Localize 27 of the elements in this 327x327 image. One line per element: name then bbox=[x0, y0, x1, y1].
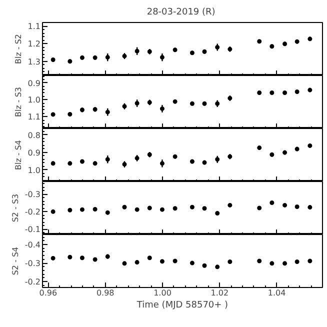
y-axis-title: Blz - S3 bbox=[14, 86, 23, 118]
y-tick-label: 1.0 bbox=[28, 96, 41, 105]
x-tick-label: 0.98 bbox=[96, 288, 114, 298]
y-tick-label: -0.3 bbox=[24, 190, 40, 200]
y-tick-label: 0.9 bbox=[28, 148, 41, 158]
x-tick-label: 1.00 bbox=[154, 288, 172, 298]
y-tick-label: 1.1 bbox=[28, 112, 41, 122]
y-tick-label: 1.1 bbox=[28, 22, 41, 32]
y-tick-label: -0.2 bbox=[24, 208, 40, 217]
y-tick-label: 0.8 bbox=[28, 130, 41, 140]
chart-title: 28-03-2019 (R) bbox=[146, 8, 216, 18]
x-tick-label: 0.96 bbox=[39, 288, 58, 298]
y-axis-title: Blz - S4 bbox=[14, 140, 23, 170]
y-tick-label: -0.3 bbox=[24, 259, 40, 268]
y-tick-label: -0.4 bbox=[24, 240, 40, 250]
x-axis-title: Time (MJD 58570+ ) bbox=[136, 300, 228, 310]
y-tick-label: -0.1 bbox=[24, 225, 40, 234]
y-tick-label: 1.0 bbox=[28, 166, 41, 175]
y-tick-label: 0.9 bbox=[28, 78, 41, 88]
x-tick-label: 1.04 bbox=[268, 288, 286, 298]
y-tick-label: 1.3 bbox=[28, 57, 41, 66]
y-tick-label: 1.2 bbox=[28, 40, 41, 49]
y-axis-title: S2 - S4 bbox=[10, 246, 20, 276]
y-axis-title: Blz - S2 bbox=[14, 34, 23, 64]
y-tick-label: -0.2 bbox=[24, 278, 40, 287]
y-axis-title: S2 - S3 bbox=[10, 194, 20, 222]
x-tick-label: 1.02 bbox=[210, 288, 229, 298]
